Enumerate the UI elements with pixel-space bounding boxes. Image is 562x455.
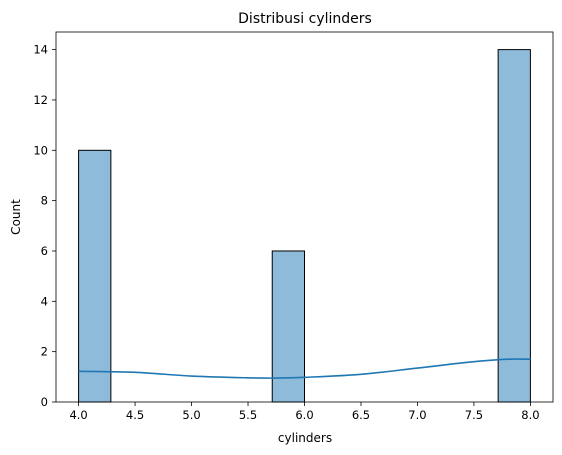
y-tick-label-5: 10 — [33, 143, 48, 157]
x-tick-label-1: 4.5 — [126, 408, 144, 422]
x-tick-label-7: 7.5 — [465, 408, 483, 422]
x-tick-label-2: 5.0 — [182, 408, 200, 422]
y-tick-label-7: 14 — [33, 43, 48, 57]
x-tick-label-5: 6.5 — [352, 408, 370, 422]
histogram-bars — [78, 49, 531, 403]
x-axis-label: cylinders — [278, 431, 332, 445]
y-tick-label-3: 6 — [41, 244, 48, 258]
x-tick-label-6: 7.0 — [408, 408, 426, 422]
y-axis-label: Count — [9, 199, 23, 235]
chart-title: Distribusi cylinders — [238, 11, 372, 27]
y-tick-label-0: 0 — [41, 395, 48, 409]
x-tick-label-0: 4.0 — [69, 408, 87, 422]
y-tick-label-6: 12 — [33, 93, 48, 107]
y-tick-label-1: 2 — [41, 345, 48, 359]
x-tick-label-4: 6.0 — [295, 408, 313, 422]
histogram-bar-2 — [497, 49, 531, 403]
y-tick-label-4: 8 — [41, 194, 48, 208]
kde-line — [78, 358, 531, 379]
histogram-bar-1 — [271, 250, 305, 403]
y-axis-ticks: 0 2 4 6 8 10 12 14 — [33, 43, 56, 409]
histogram-bar-0 — [78, 149, 112, 403]
y-tick-label-2: 4 — [41, 294, 48, 308]
x-tick-label-3: 5.5 — [239, 408, 257, 422]
x-axis-ticks: 4.0 4.5 5.0 5.5 6.0 6.5 7.0 7.5 8.0 — [69, 402, 540, 422]
x-tick-label-8: 8.0 — [521, 408, 539, 422]
